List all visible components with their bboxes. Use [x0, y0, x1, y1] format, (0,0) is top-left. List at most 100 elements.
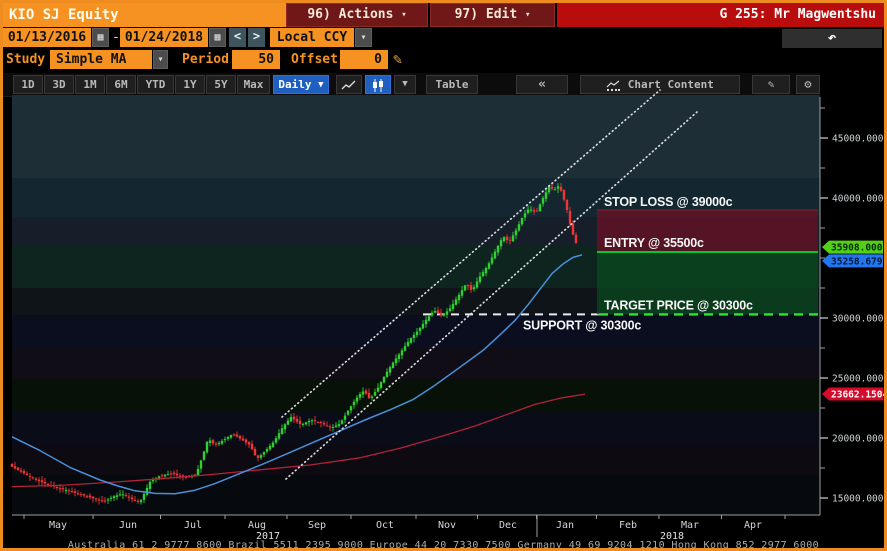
target-price-label[interactable]: TARGET PRICE @ 30300c — [604, 298, 753, 312]
range-button-1m[interactable]: 1M — [75, 75, 105, 94]
candle-body — [169, 473, 173, 475]
candle-body — [421, 323, 425, 329]
range-button-1d[interactable]: 1D — [13, 75, 43, 94]
candle-body — [145, 487, 149, 495]
candle-body — [466, 285, 470, 287]
candle-body — [523, 213, 527, 218]
undo-arrow-icon: ↶ — [827, 30, 837, 46]
range-back-button[interactable]: < — [229, 28, 246, 47]
settings-button[interactable]: ⚙ — [796, 75, 820, 94]
candle-body — [151, 480, 155, 482]
date-range-separator: - — [112, 30, 120, 45]
range-forward-button[interactable]: > — [248, 28, 265, 47]
candle-body — [391, 362, 395, 369]
line-chart-icon — [341, 80, 356, 90]
stop-loss-label[interactable]: STOP LOSS @ 39000c — [604, 195, 733, 209]
study-select[interactable]: Simple MA — [50, 50, 152, 69]
chart-background-band — [12, 412, 820, 445]
security-title: KIO SJ Equity — [3, 3, 286, 27]
actions-menu-button[interactable]: 96) Actions ▾ — [286, 3, 428, 27]
candle-body — [373, 392, 377, 396]
study-dropdown-caret-icon[interactable]: ▾ — [153, 50, 168, 69]
x-axis-month-label: Oct — [376, 520, 394, 531]
candle-body — [544, 192, 548, 199]
end-date-input[interactable]: 01/24/2018 — [120, 28, 208, 47]
candle-body — [505, 236, 509, 240]
candle-body — [10, 463, 14, 467]
undo-button[interactable]: ↶ — [782, 29, 882, 48]
annotate-button[interactable]: ✎ — [752, 75, 790, 94]
candle-body — [175, 473, 179, 476]
range-button-ytd[interactable]: YTD — [137, 75, 174, 94]
candle-body — [298, 420, 302, 425]
period-label: Period — [182, 52, 229, 67]
candle-body — [67, 490, 71, 492]
trend-channel-line[interactable] — [281, 89, 661, 418]
x-axis-month-label: Mar — [681, 520, 699, 531]
range-button-3d[interactable]: 3D — [44, 75, 74, 94]
candle-body — [475, 281, 479, 288]
candle-body — [253, 448, 257, 456]
trend-channel-line[interactable] — [285, 111, 698, 480]
candle-body — [331, 426, 335, 428]
candle-body — [262, 452, 266, 455]
candle-body — [445, 311, 449, 315]
range-button-max[interactable]: Max — [237, 75, 270, 94]
start-date-input[interactable]: 01/13/2016 — [3, 28, 91, 47]
candle-body — [34, 478, 38, 480]
candle-body — [232, 434, 236, 436]
candle-body — [283, 424, 287, 430]
gear-icon: ⚙ — [804, 77, 812, 91]
edit-menu-button[interactable]: 97) Edit ▾ — [430, 3, 555, 27]
period-input[interactable]: 50 — [232, 50, 280, 69]
candle-body — [73, 491, 77, 493]
table-button[interactable]: Table — [426, 75, 478, 94]
candle-body — [55, 486, 59, 488]
candle-body — [28, 476, 32, 478]
candle-chart-type-button[interactable] — [365, 75, 391, 94]
x-axis-month-label: Apr — [744, 520, 762, 531]
range-button-5y[interactable]: 5Y — [206, 75, 236, 94]
calendar-icon[interactable]: ▦ — [92, 28, 109, 47]
line-chart-type-button[interactable] — [336, 75, 362, 94]
entry-label[interactable]: ENTRY @ 35500c — [604, 236, 704, 250]
candle-body — [397, 354, 401, 360]
candle-body — [205, 441, 209, 453]
x-axis-month-label: Sep — [308, 520, 326, 531]
chart-content-button[interactable]: Chart Content — [580, 75, 740, 94]
currency-select[interactable]: Local CCY — [270, 28, 354, 47]
last-price-tag-text: 35908.0000 — [831, 243, 887, 254]
candle-body — [316, 422, 320, 424]
y-axis-label: 25000.0000 — [832, 374, 887, 385]
candle-body — [559, 186, 563, 191]
calendar-icon[interactable]: ▦ — [209, 28, 226, 47]
candle-body — [502, 237, 506, 242]
x-axis-month-label: Jul — [184, 520, 202, 531]
candle-body — [217, 442, 221, 445]
candle-body — [13, 466, 17, 469]
range-button-6m[interactable]: 6M — [106, 75, 136, 94]
candle-body — [139, 500, 143, 503]
target-zone[interactable] — [597, 252, 818, 315]
chevron-down-icon: ▼ — [318, 80, 324, 90]
frequency-select[interactable]: Daily ▼ — [273, 75, 329, 94]
candle-body — [196, 468, 200, 476]
currency-dropdown-caret-icon[interactable]: ▾ — [355, 28, 372, 47]
candle-body — [370, 396, 374, 399]
candle-body — [532, 209, 536, 212]
range-button-1y[interactable]: 1Y — [175, 75, 205, 94]
candle-body — [562, 189, 566, 200]
candle-body — [499, 240, 503, 247]
chart-type-dropdown-caret-icon[interactable]: ▼ — [394, 75, 416, 94]
support-label[interactable]: SUPPORT @ 30300c — [523, 318, 642, 332]
candle-body — [556, 186, 560, 189]
candle-body — [172, 472, 176, 475]
collapse-panel-button[interactable]: « — [516, 75, 568, 94]
candle-body — [100, 500, 104, 502]
edit-study-pencil-icon[interactable]: ✎ — [393, 50, 403, 68]
offset-input[interactable]: 0 — [340, 50, 388, 69]
candle-body — [490, 257, 494, 264]
stop-loss-zone[interactable] — [597, 210, 818, 252]
candle-body — [121, 494, 125, 496]
